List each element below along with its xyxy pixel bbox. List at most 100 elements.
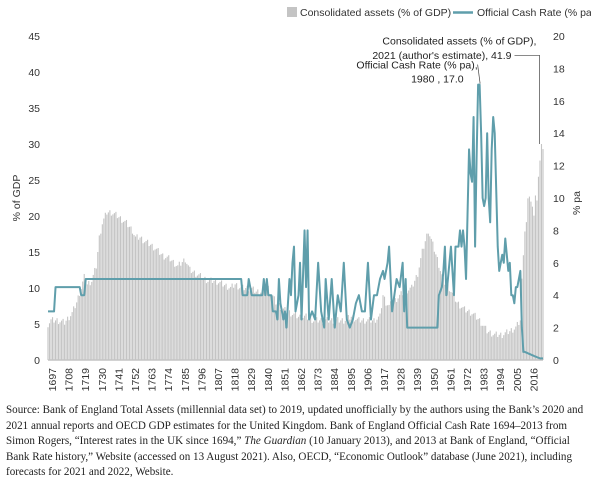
asset-bar: [251, 287, 253, 360]
asset-bar: [346, 317, 348, 360]
asset-bar: [414, 280, 416, 360]
asset-bar: [214, 278, 217, 360]
y-right-tick-label: 18: [553, 63, 565, 75]
asset-bar: [485, 325, 487, 360]
asset-bar: [316, 317, 318, 360]
x-tick-label: 1873: [313, 368, 325, 392]
asset-bar: [231, 283, 233, 360]
asset-bar: [157, 248, 159, 360]
x-tick-label: 1972: [462, 368, 474, 392]
asset-bar: [50, 319, 52, 360]
source-note: Source: Bank of England Total Assets (mi…: [6, 403, 586, 481]
y-left-tick-label: 15: [28, 247, 40, 259]
asset-bar: [460, 307, 463, 360]
asset-bar: [171, 260, 173, 360]
asset-bar: [307, 319, 309, 360]
asset-bar: [199, 273, 201, 360]
asset-bar: [243, 290, 245, 360]
asset-bar: [310, 316, 312, 360]
asset-bar: [483, 325, 485, 360]
asset-bar: [509, 331, 511, 360]
source-note-text-part1: Source: Bank of England Total Assets (mi…: [6, 404, 584, 448]
asset-bar: [53, 322, 55, 360]
asset-bar: [424, 241, 426, 360]
asset-bar: [347, 315, 349, 360]
y-right-tick-label: 12: [553, 161, 565, 173]
asset-bar: [128, 226, 131, 360]
asset-bar: [350, 316, 352, 360]
asset-bar: [234, 284, 236, 360]
asset-bar: [92, 274, 94, 360]
asset-bar: [397, 298, 399, 360]
asset-bar: [459, 308, 461, 360]
y-left-tick-label: 35: [28, 103, 40, 115]
asset-bar: [415, 275, 417, 360]
asset-bar: [370, 322, 372, 360]
asset-bar: [373, 318, 375, 360]
asset-bar: [61, 320, 63, 360]
asset-bar: [388, 304, 390, 360]
x-tick-label: 1774: [163, 368, 175, 392]
asset-bar: [272, 295, 274, 360]
asset-bar: [418, 267, 420, 360]
asset-bar: [261, 290, 263, 360]
asset-bar: [387, 305, 389, 360]
asset-bar: [145, 241, 147, 360]
asset-bar: [501, 338, 503, 360]
asset-bar: [74, 308, 76, 360]
asset-bar: [400, 291, 402, 360]
asset-bar: [491, 336, 493, 360]
asset-bar: [512, 332, 514, 360]
asset-bar: [506, 329, 508, 360]
asset-bar: [159, 254, 161, 360]
asset-bar: [64, 324, 66, 360]
asset-bar: [453, 293, 455, 360]
annotation-layer: Consolidated assets (% of GDP), 2021 (aut…: [356, 35, 540, 144]
asset-bar: [542, 149, 544, 360]
asset-bar: [82, 281, 84, 360]
asset-bar: [204, 276, 206, 360]
asset-bar: [190, 273, 192, 360]
asset-bar: [313, 321, 315, 360]
asset-bar: [444, 284, 446, 360]
y-right-tick-label: 20: [553, 31, 565, 43]
asset-bar: [525, 222, 527, 360]
asset-bar: [343, 323, 345, 360]
asset-bar: [359, 322, 361, 360]
asset-bar: [270, 294, 272, 360]
asset-bar: [479, 318, 481, 360]
asset-bar: [255, 291, 257, 360]
asset-bar: [195, 276, 197, 360]
asset-bar: [165, 258, 167, 360]
asset-bar: [399, 294, 401, 360]
asset-bar: [536, 200, 538, 360]
asset-bar: [115, 211, 117, 360]
annotation-assets-line1: Consolidated assets (% of GDP),: [382, 35, 536, 47]
annotation-assets-line2: 2021 (author's estimate), 41.9: [372, 50, 511, 62]
x-tick-label: 1708: [64, 368, 76, 392]
asset-bar: [228, 288, 230, 360]
asset-bar: [457, 301, 460, 360]
asset-bar: [537, 176, 540, 360]
asset-bar: [293, 313, 295, 360]
asset-bar: [246, 285, 248, 360]
asset-bar: [326, 317, 328, 360]
asset-bar: [95, 268, 97, 360]
asset-bar: [125, 219, 128, 360]
asset-bar: [86, 284, 88, 360]
asset-bar: [62, 318, 64, 360]
asset-bar: [456, 302, 458, 360]
asset-bar: [515, 326, 517, 360]
asset-bar: [516, 321, 518, 360]
y-right-tick-label: 8: [553, 225, 559, 237]
asset-bar: [396, 302, 398, 360]
asset-bar: [240, 286, 242, 360]
asset-bar: [269, 294, 271, 360]
source-note-text-part2: (10 January 2013), and 2013 at Bank of E…: [6, 435, 573, 479]
asset-bar: [426, 233, 428, 360]
legend-label-rate: Official Cash Rate (% pa): [477, 7, 591, 19]
x-tick-label: 1752: [130, 368, 142, 392]
asset-bar: [530, 201, 532, 360]
asset-bar: [169, 261, 171, 360]
asset-bar: [219, 281, 221, 360]
